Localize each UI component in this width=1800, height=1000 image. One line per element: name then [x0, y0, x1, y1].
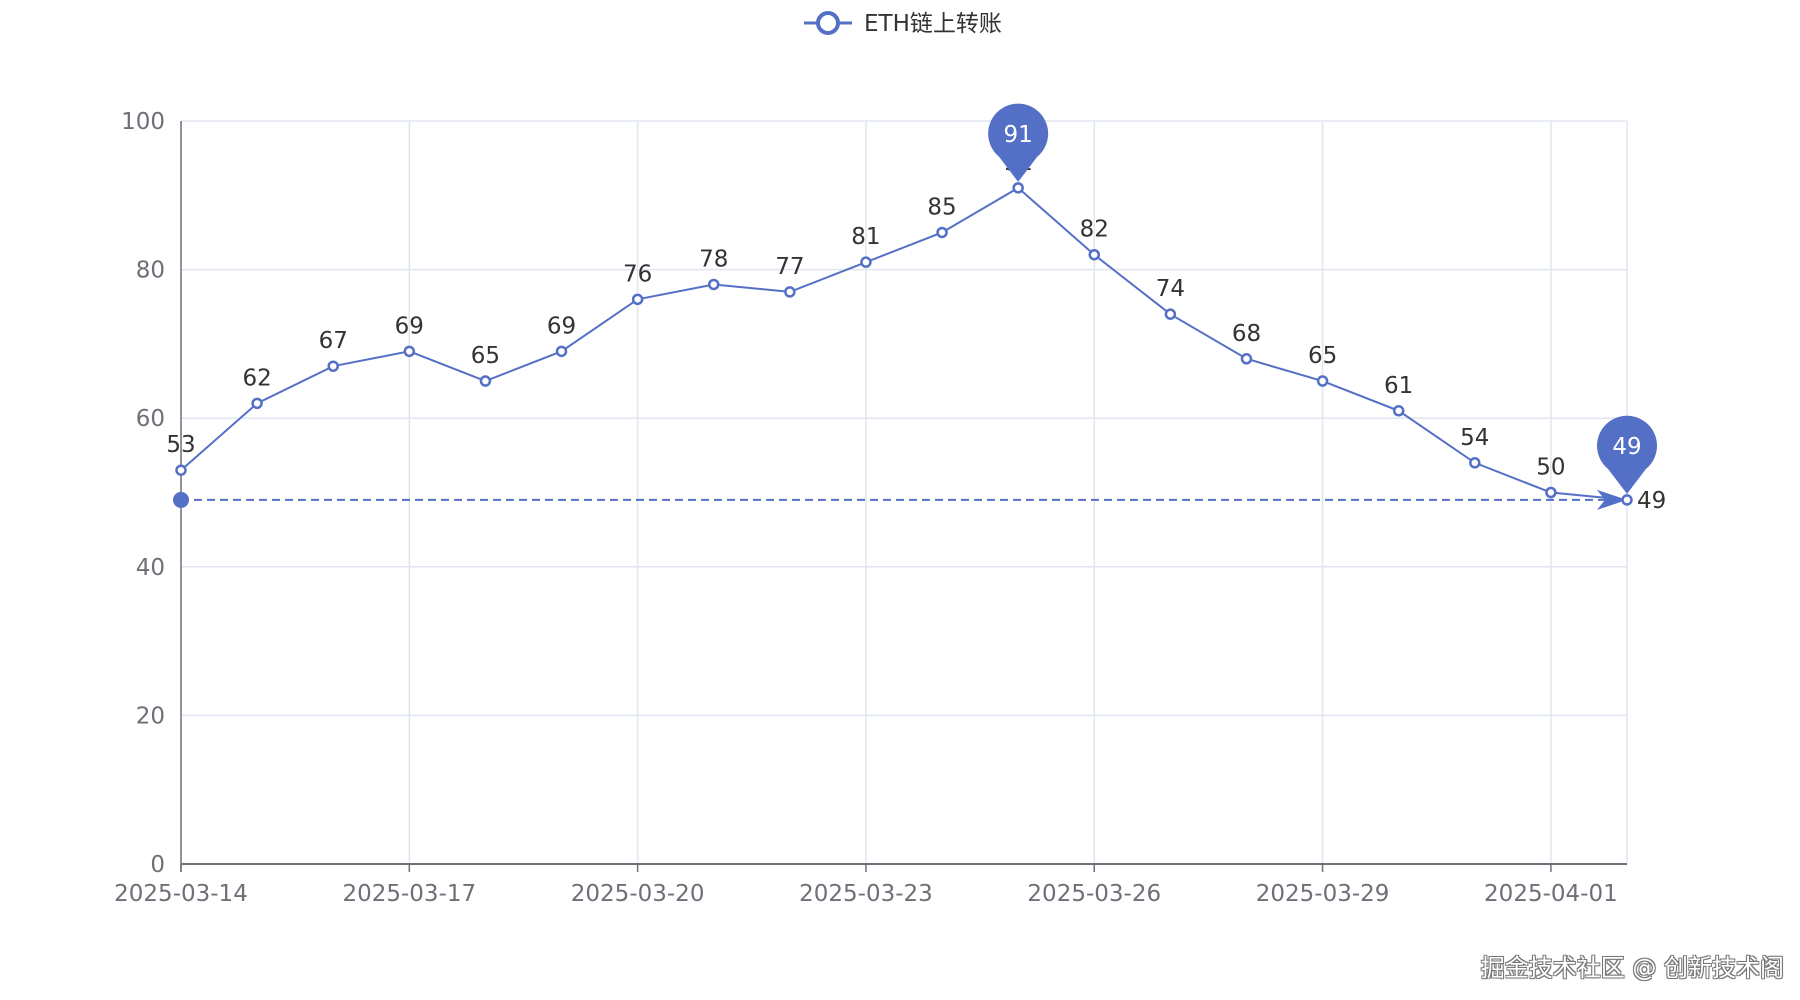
data-point — [1392, 405, 1405, 417]
data-point — [631, 293, 644, 306]
data-point — [403, 345, 416, 358]
data-label: 65 — [1308, 343, 1337, 369]
data-point — [1621, 494, 1633, 506]
data-label: 67 — [319, 328, 348, 354]
data-point — [1164, 308, 1177, 320]
legend-label: ETH链上转账 — [864, 11, 1002, 37]
data-label: 74 — [1156, 276, 1185, 302]
data-label: 78 — [699, 246, 728, 272]
y-tick-label: 100 — [121, 109, 165, 135]
mark-line-label: 49 — [1637, 488, 1666, 514]
data-point — [251, 397, 263, 410]
data-label: 76 — [623, 261, 652, 287]
data-label: 53 — [166, 432, 195, 458]
data-label: 69 — [547, 313, 576, 339]
data-point — [479, 375, 492, 387]
mark-point-pin — [988, 103, 1049, 182]
mark-point-label: 49 — [1612, 434, 1641, 460]
series-line — [180, 186, 1628, 501]
legend[interactable]: ETH链上转账 — [804, 11, 1002, 37]
data-points — [175, 182, 1633, 506]
data-point — [1240, 353, 1253, 365]
data-label: 68 — [1232, 321, 1261, 347]
x-tick-label: 2025-04-01 — [1484, 881, 1618, 907]
data-point — [936, 226, 948, 239]
data-point — [555, 345, 568, 358]
mark-point-label: 91 — [1004, 122, 1033, 148]
y-tick-label: 0 — [150, 852, 165, 878]
grid-lines — [181, 120, 1628, 864]
data-label: 85 — [927, 194, 956, 220]
x-tick-label: 2025-03-17 — [342, 881, 476, 907]
legend-marker — [816, 11, 840, 35]
mark-line: 49 — [173, 488, 1666, 514]
x-tick-label: 2025-03-20 — [571, 881, 705, 907]
mark-point-pin — [1597, 415, 1658, 494]
watermark: 掘金技术社区 @ 创新技术阁 — [1480, 954, 1784, 982]
y-tick-label: 20 — [136, 703, 165, 729]
data-label: 62 — [242, 365, 271, 391]
series-polyline — [180, 186, 1628, 501]
data-point — [784, 286, 796, 298]
data-point — [1012, 182, 1024, 194]
x-tick-label: 2025-03-14 — [114, 881, 248, 907]
data-label: 50 — [1536, 455, 1565, 481]
data-point — [327, 360, 339, 372]
data-label: 54 — [1460, 425, 1489, 451]
y-tick-label: 40 — [136, 555, 165, 581]
data-label: 77 — [775, 254, 804, 280]
data-point — [860, 256, 872, 268]
data-label: 65 — [471, 343, 500, 369]
data-label: 81 — [851, 224, 880, 250]
x-tick-label: 2025-03-23 — [799, 881, 933, 907]
data-point — [175, 464, 187, 476]
data-point — [707, 278, 720, 291]
data-point — [1545, 486, 1557, 499]
data-point — [1088, 248, 1101, 261]
mark-line-arrow — [1597, 489, 1627, 510]
data-label: 82 — [1080, 217, 1109, 243]
x-tick-label: 2025-03-26 — [1027, 881, 1161, 907]
data-label: 69 — [395, 313, 424, 339]
data-point — [1316, 375, 1329, 387]
mark-points: 91 49 — [988, 103, 1658, 494]
mark-line-start-dot — [173, 491, 189, 508]
data-label: 61 — [1384, 373, 1413, 399]
y-tick-label: 80 — [136, 258, 165, 284]
y-tick-label: 60 — [136, 406, 165, 432]
axes: 0 20 40 60 80 100 2025-03-14 2025-03-17 2025-03-… — [114, 109, 1627, 907]
x-tick-label: 2025-03-29 — [1256, 881, 1390, 907]
data-point — [1469, 457, 1481, 469]
